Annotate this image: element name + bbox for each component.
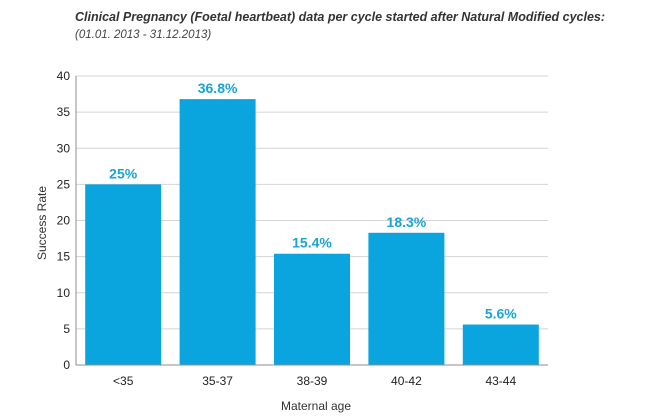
data-label: 25% xyxy=(109,165,138,181)
bars xyxy=(85,99,539,366)
bar xyxy=(274,253,350,365)
bar xyxy=(179,99,256,366)
y-tick-label: 0 xyxy=(63,358,70,372)
chart-subtitle: (01.01. 2013 - 31.12.2013) xyxy=(75,29,212,41)
y-tick-label: 5 xyxy=(63,322,70,336)
bar xyxy=(85,184,162,365)
x-tick-label: <35 xyxy=(113,374,134,388)
data-label: 18.3% xyxy=(387,214,427,230)
data-label: 15.4% xyxy=(292,235,332,251)
data-label: 36.8% xyxy=(198,80,238,96)
chart-title: Clinical Pregnancy (Foetal heartbeat) da… xyxy=(75,10,606,24)
x-axis-title: Maternal age xyxy=(281,399,351,413)
y-tick-label: 20 xyxy=(57,214,71,228)
x-tick-label: 38-39 xyxy=(297,374,328,388)
y-tick-label: 10 xyxy=(57,286,71,300)
x-tick-label: 40-42 xyxy=(391,374,422,388)
data-labels: 25% 36.8% 15.4% 18.3% 5.6% xyxy=(109,80,517,321)
y-tick-label: 40 xyxy=(57,69,71,83)
y-axis-title: Success Rate xyxy=(35,186,49,260)
bar xyxy=(462,324,539,365)
y-tick-label: 35 xyxy=(57,105,71,119)
bar xyxy=(368,232,445,365)
y-tick-label: 15 xyxy=(57,250,71,264)
x-tick-label: 43-44 xyxy=(485,374,516,388)
data-label: 5.6% xyxy=(485,306,517,322)
y-tick-label: 25 xyxy=(57,177,71,191)
axes: 0 5 10 15 20 25 30 35 40 <35 35-37 38-39 40-42 43-44 xyxy=(57,69,548,388)
y-tick-label: 30 xyxy=(57,141,71,155)
x-tick-label: 35-37 xyxy=(202,374,233,388)
